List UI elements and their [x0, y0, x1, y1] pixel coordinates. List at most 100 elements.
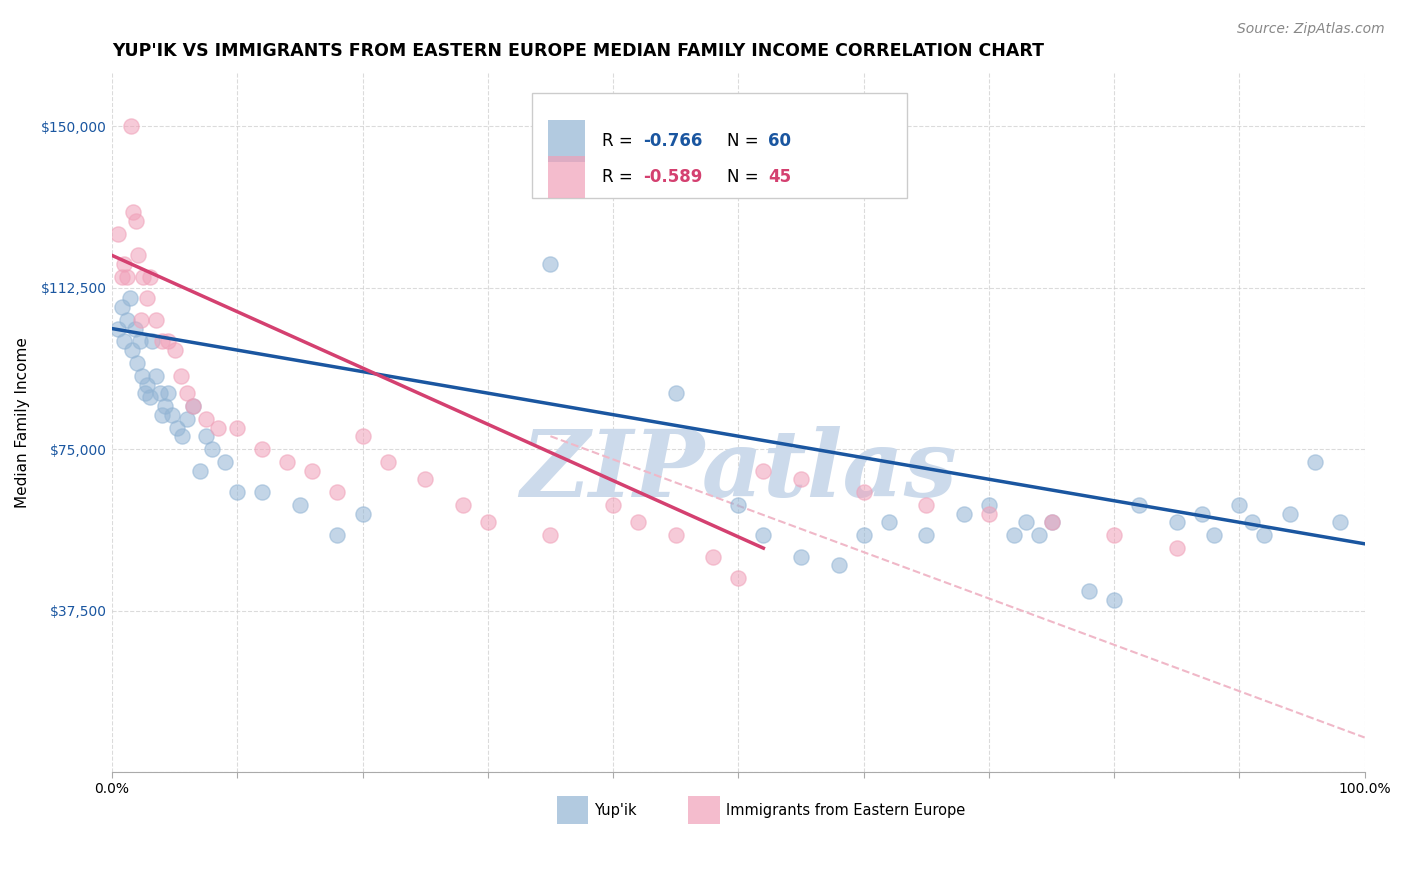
Text: ZIPatlas: ZIPatlas: [520, 426, 957, 516]
Point: [194, 429, 217, 443]
Point: [1078, 584, 1101, 599]
Point: [138, 391, 160, 405]
Point: [877, 516, 900, 530]
Text: Yup'ik: Yup'ik: [595, 803, 637, 818]
Text: N =: N =: [727, 132, 763, 150]
Point: [352, 507, 374, 521]
Point: [1040, 516, 1063, 530]
Point: [166, 420, 188, 434]
Text: N =: N =: [727, 169, 763, 186]
Text: -0.766: -0.766: [643, 132, 703, 150]
Point: [1204, 528, 1226, 542]
Point: [288, 498, 311, 512]
Point: [727, 498, 749, 512]
Point: [915, 498, 938, 512]
Point: [107, 227, 129, 241]
FancyBboxPatch shape: [548, 156, 585, 198]
Point: [1278, 507, 1301, 521]
Point: [352, 429, 374, 443]
Point: [602, 498, 624, 512]
Point: [176, 412, 198, 426]
Point: [252, 485, 274, 500]
Point: [1166, 516, 1188, 530]
Point: [150, 408, 173, 422]
Point: [127, 248, 149, 262]
Point: [790, 549, 813, 564]
Point: [852, 528, 875, 542]
Point: [276, 455, 298, 469]
Point: [1191, 507, 1213, 521]
Text: YUP'IK VS IMMIGRANTS FROM EASTERN EUROPE MEDIAN FAMILY INCOME CORRELATION CHART: YUP'IK VS IMMIGRANTS FROM EASTERN EUROPE…: [112, 42, 1045, 60]
Text: 45: 45: [769, 169, 792, 186]
Point: [1102, 528, 1125, 542]
Point: [665, 386, 688, 401]
Point: [752, 528, 775, 542]
Point: [377, 455, 399, 469]
Point: [131, 368, 153, 383]
FancyBboxPatch shape: [557, 797, 588, 824]
Point: [125, 214, 148, 228]
Point: [125, 356, 148, 370]
Point: [1240, 516, 1263, 530]
FancyBboxPatch shape: [688, 797, 720, 824]
Point: [160, 408, 183, 422]
Point: [111, 300, 134, 314]
Point: [145, 368, 167, 383]
Text: Source: ZipAtlas.com: Source: ZipAtlas.com: [1237, 22, 1385, 37]
Point: [301, 464, 323, 478]
Point: [413, 472, 436, 486]
Point: [194, 412, 217, 426]
Point: [226, 420, 249, 434]
Point: [977, 507, 1000, 521]
Point: [132, 269, 155, 284]
Point: [1253, 528, 1275, 542]
Point: [1329, 516, 1351, 530]
Point: [451, 498, 474, 512]
Point: [538, 257, 561, 271]
Point: [163, 343, 186, 357]
Point: [226, 485, 249, 500]
Point: [111, 269, 134, 284]
Point: [115, 269, 138, 284]
Point: [120, 120, 142, 134]
Point: [157, 334, 180, 349]
FancyBboxPatch shape: [531, 94, 907, 198]
Point: [157, 386, 180, 401]
Point: [136, 377, 159, 392]
Point: [665, 528, 688, 542]
Point: [326, 528, 349, 542]
Point: [1028, 528, 1050, 542]
Point: [124, 321, 146, 335]
Point: [977, 498, 1000, 512]
Point: [1040, 516, 1063, 530]
Point: [201, 442, 224, 456]
Point: [138, 269, 160, 284]
Point: [134, 386, 156, 401]
Point: [136, 292, 159, 306]
Point: [702, 549, 724, 564]
Text: R =: R =: [602, 169, 638, 186]
Point: [827, 558, 849, 573]
Point: [145, 313, 167, 327]
Point: [141, 334, 163, 349]
Point: [214, 455, 236, 469]
Point: [121, 343, 143, 357]
Point: [170, 368, 193, 383]
Text: R =: R =: [602, 132, 638, 150]
Point: [1229, 498, 1251, 512]
Point: [122, 205, 145, 219]
Point: [118, 292, 141, 306]
Point: [128, 334, 150, 349]
Point: [1166, 541, 1188, 555]
Point: [538, 528, 561, 542]
Point: [1102, 592, 1125, 607]
Point: [627, 516, 650, 530]
Point: [953, 507, 976, 521]
Point: [115, 313, 138, 327]
Point: [172, 429, 194, 443]
Point: [148, 386, 170, 401]
Point: [1015, 516, 1038, 530]
FancyBboxPatch shape: [548, 120, 585, 161]
Point: [1128, 498, 1150, 512]
Point: [326, 485, 349, 500]
